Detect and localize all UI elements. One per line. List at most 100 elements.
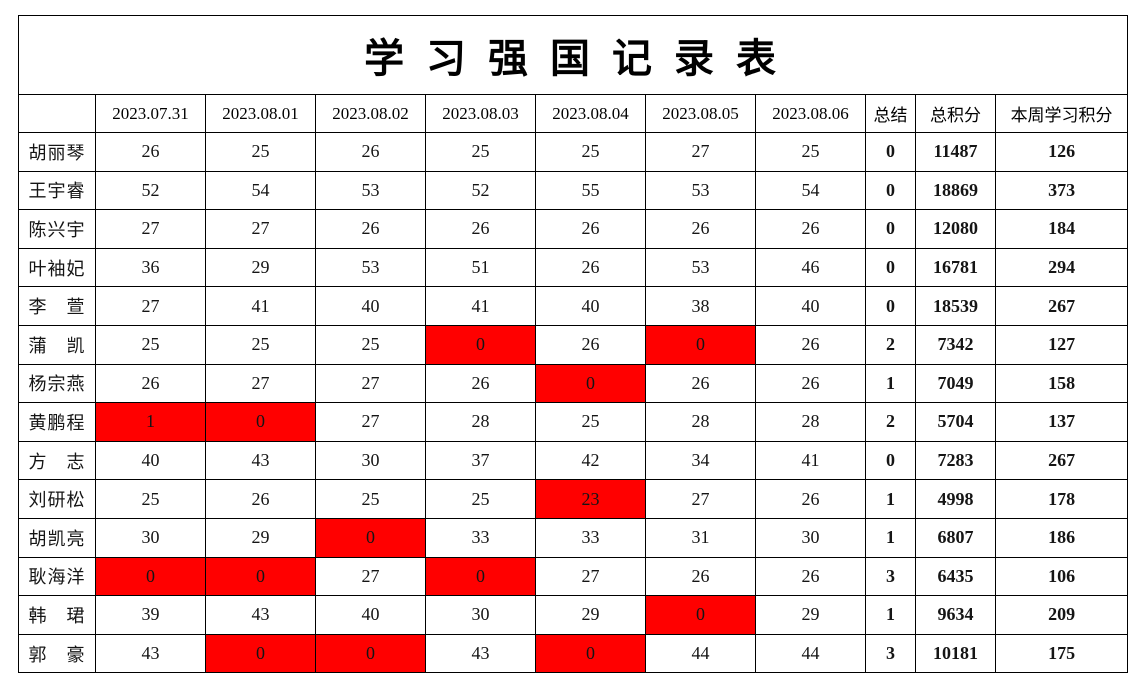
daily-score-cell[interactable]: 53 [645, 247, 756, 288]
row-name-cell[interactable]: 李 萱 [18, 286, 96, 326]
row-name-cell[interactable]: 胡凯亮 [18, 517, 96, 558]
daily-score-cell[interactable]: 0 [425, 324, 536, 365]
total-points-cell[interactable]: 5704 [915, 402, 996, 442]
daily-score-cell[interactable]: 0 [205, 402, 316, 442]
daily-score-cell[interactable]: 23 [535, 479, 646, 519]
row-name-cell[interactable]: 郭 豪 [18, 633, 96, 674]
daily-score-cell[interactable]: 40 [755, 286, 866, 326]
daily-score-cell[interactable]: 0 [95, 556, 206, 597]
daily-score-cell[interactable]: 55 [535, 170, 646, 211]
week-points-cell[interactable]: 267 [994, 286, 1129, 326]
daily-score-cell[interactable]: 25 [425, 132, 536, 172]
daily-score-cell[interactable]: 27 [315, 556, 426, 597]
daily-score-cell[interactable]: 25 [535, 402, 646, 442]
date-header[interactable]: 2023.08.05 [645, 94, 756, 133]
total-points-cell[interactable]: 4998 [915, 479, 996, 519]
daily-score-cell[interactable]: 37 [425, 440, 536, 481]
summary-cell[interactable]: 0 [865, 132, 916, 172]
summary-cell[interactable]: 1 [865, 517, 916, 558]
daily-score-cell[interactable]: 34 [645, 440, 756, 481]
row-name-cell[interactable]: 韩 珺 [18, 595, 96, 635]
daily-score-cell[interactable]: 33 [535, 517, 646, 558]
daily-score-cell[interactable]: 41 [755, 440, 866, 481]
row-name-cell[interactable]: 刘研松 [18, 479, 96, 519]
daily-score-cell[interactable]: 43 [95, 633, 206, 674]
daily-score-cell[interactable]: 26 [535, 209, 646, 249]
daily-score-cell[interactable]: 27 [205, 209, 316, 249]
summary-cell[interactable]: 0 [865, 247, 916, 288]
row-name-cell[interactable]: 蒲 凯 [18, 324, 96, 365]
daily-score-cell[interactable]: 26 [755, 556, 866, 597]
row-name-cell[interactable]: 胡丽琴 [18, 132, 96, 172]
date-header[interactable]: 2023.08.06 [755, 94, 866, 133]
daily-score-cell[interactable]: 27 [95, 209, 206, 249]
daily-score-cell[interactable]: 42 [535, 440, 646, 481]
summary-cell[interactable]: 2 [865, 324, 916, 365]
date-header[interactable]: 2023.08.03 [425, 94, 536, 133]
week-points-cell[interactable]: 267 [994, 440, 1129, 481]
total-points-cell[interactable]: 12080 [915, 209, 996, 249]
daily-score-cell[interactable]: 31 [645, 517, 756, 558]
summary-cell[interactable]: 1 [865, 595, 916, 635]
total-points-cell[interactable]: 9634 [915, 595, 996, 635]
row-name-cell[interactable]: 王宇睿 [18, 170, 96, 211]
daily-score-cell[interactable]: 0 [315, 517, 426, 558]
summary-cell[interactable]: 0 [865, 209, 916, 249]
daily-score-cell[interactable]: 26 [755, 324, 866, 365]
daily-score-cell[interactable]: 25 [95, 324, 206, 365]
daily-score-cell[interactable]: 26 [755, 363, 866, 404]
daily-score-cell[interactable]: 29 [205, 517, 316, 558]
daily-score-cell[interactable]: 52 [95, 170, 206, 211]
daily-score-cell[interactable]: 40 [315, 286, 426, 326]
total-points-cell[interactable]: 16781 [915, 247, 996, 288]
daily-score-cell[interactable]: 26 [645, 209, 756, 249]
week-points-cell[interactable]: 175 [994, 633, 1129, 674]
daily-score-cell[interactable]: 0 [425, 556, 536, 597]
week-points-cell[interactable]: 373 [994, 170, 1129, 211]
week-points-cell[interactable]: 126 [994, 132, 1129, 172]
daily-score-cell[interactable]: 27 [645, 132, 756, 172]
daily-score-cell[interactable]: 0 [645, 595, 756, 635]
total-points-cell[interactable]: 6807 [915, 517, 996, 558]
date-header[interactable]: 2023.08.01 [205, 94, 316, 133]
daily-score-cell[interactable]: 29 [205, 247, 316, 288]
total-points-cell[interactable]: 7049 [915, 363, 996, 404]
row-name-cell[interactable]: 方 志 [18, 440, 96, 481]
daily-score-cell[interactable]: 28 [645, 402, 756, 442]
week-points-cell[interactable]: 184 [994, 209, 1129, 249]
week-points-cell[interactable]: 137 [994, 402, 1129, 442]
total-points-cell[interactable]: 6435 [915, 556, 996, 597]
daily-score-cell[interactable]: 25 [755, 132, 866, 172]
row-name-cell[interactable]: 杨宗燕 [18, 363, 96, 404]
daily-score-cell[interactable]: 40 [535, 286, 646, 326]
daily-score-cell[interactable]: 26 [535, 247, 646, 288]
daily-score-cell[interactable]: 53 [315, 247, 426, 288]
summary-cell[interactable]: 1 [865, 479, 916, 519]
row-name-cell[interactable]: 陈兴宇 [18, 209, 96, 249]
daily-score-cell[interactable]: 25 [205, 324, 316, 365]
daily-score-cell[interactable]: 30 [95, 517, 206, 558]
daily-score-cell[interactable]: 25 [425, 479, 536, 519]
daily-score-cell[interactable]: 26 [755, 479, 866, 519]
week-points-cell[interactable]: 209 [994, 595, 1129, 635]
week-points-cell[interactable]: 127 [994, 324, 1129, 365]
daily-score-cell[interactable]: 0 [205, 556, 316, 597]
total-points-header[interactable]: 总积分 [915, 94, 996, 133]
daily-score-cell[interactable]: 52 [425, 170, 536, 211]
daily-score-cell[interactable]: 25 [205, 132, 316, 172]
daily-score-cell[interactable]: 29 [755, 595, 866, 635]
daily-score-cell[interactable]: 27 [535, 556, 646, 597]
week-points-cell[interactable]: 158 [994, 363, 1129, 404]
daily-score-cell[interactable]: 0 [535, 363, 646, 404]
daily-score-cell[interactable]: 25 [315, 324, 426, 365]
summary-header[interactable]: 总结 [865, 94, 916, 133]
daily-score-cell[interactable]: 41 [425, 286, 536, 326]
daily-score-cell[interactable]: 25 [315, 479, 426, 519]
daily-score-cell[interactable]: 54 [205, 170, 316, 211]
daily-score-cell[interactable]: 28 [425, 402, 536, 442]
total-points-cell[interactable]: 18869 [915, 170, 996, 211]
total-points-cell[interactable]: 18539 [915, 286, 996, 326]
daily-score-cell[interactable]: 0 [535, 633, 646, 674]
daily-score-cell[interactable]: 54 [755, 170, 866, 211]
daily-score-cell[interactable]: 44 [755, 633, 866, 674]
